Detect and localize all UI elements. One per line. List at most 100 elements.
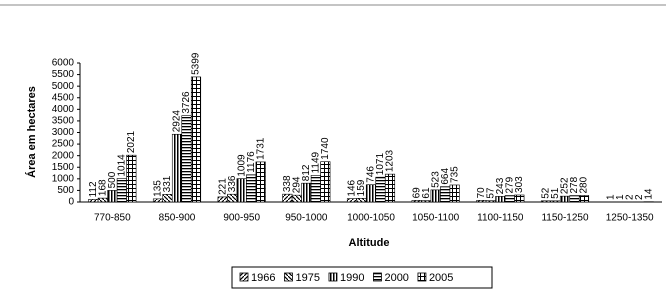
bar	[365, 184, 377, 203]
y-tick-label: 4000	[52, 104, 75, 115]
value-label: 61	[421, 187, 432, 199]
value-label: 735	[449, 166, 460, 183]
value-label: 69	[411, 187, 422, 199]
y-tick-label: 6000	[52, 58, 75, 69]
bar	[514, 194, 525, 203]
legend-label: 2005	[429, 272, 453, 284]
value-label: 112	[88, 181, 99, 197]
value-label: 1176	[246, 151, 257, 173]
y-tick-label: 5500	[52, 69, 75, 80]
value-label: 1149	[310, 151, 321, 173]
value-label: 221	[217, 178, 228, 195]
value-label: 1740	[320, 137, 331, 160]
bar	[171, 133, 183, 203]
x-tick-label: 1150-1250	[541, 213, 589, 224]
x-tick-label: 850-900	[159, 213, 196, 224]
value-label: 243	[495, 177, 506, 194]
bar	[217, 196, 228, 203]
bar	[227, 193, 238, 203]
x-tick-label: 770-850	[94, 213, 131, 224]
bar	[356, 198, 367, 203]
legend-box	[231, 266, 493, 289]
value-label: 159	[356, 179, 367, 196]
legend-swatch	[373, 272, 382, 282]
value-label: 1071	[375, 153, 386, 176]
bar	[181, 115, 192, 203]
bar	[421, 200, 432, 203]
value-label: 57	[485, 187, 496, 199]
legend-swatch	[328, 272, 338, 282]
bar	[375, 176, 386, 203]
x-axis-label: Altitude	[349, 237, 390, 249]
value-label: 135	[153, 180, 164, 197]
bar	[578, 195, 590, 203]
value-label: 664	[440, 167, 451, 184]
value-label: 1	[605, 194, 616, 200]
value-label: 1014	[116, 154, 127, 177]
bar	[485, 200, 496, 203]
y-tick-label: 1500	[52, 162, 75, 173]
y-tick-label: 3500	[52, 116, 75, 127]
value-label: 812	[301, 164, 312, 181]
x-tick-label: 900-950	[223, 213, 260, 224]
bar	[255, 161, 266, 203]
value-label: 2021	[126, 130, 137, 153]
value-label: 70	[476, 187, 487, 199]
value-label: 278	[569, 176, 580, 193]
legend-label: 1975	[295, 272, 319, 284]
value-label: 1203	[385, 149, 396, 172]
value-label: 1	[615, 194, 626, 200]
value-label: 523	[430, 171, 441, 188]
legend-swatch	[417, 272, 427, 282]
bar	[495, 196, 506, 203]
bar	[116, 178, 127, 203]
value-label: 1009	[236, 154, 247, 177]
bar	[384, 173, 396, 203]
bar	[559, 195, 571, 203]
legend-label: 1966	[251, 272, 275, 284]
y-axis-label: Área em hectares	[25, 86, 38, 178]
x-tick-label: 1050-1100	[412, 213, 460, 224]
x-tick-label: 1250-1350	[606, 213, 654, 224]
bar	[301, 182, 312, 203]
value-label: 168	[97, 179, 108, 196]
value-label: 336	[227, 175, 238, 192]
value-label: 279	[504, 176, 515, 193]
x-tick-label: 1100-1150	[477, 213, 524, 224]
y-tick-label: 2000	[52, 150, 75, 161]
legend-label: 2000	[384, 272, 408, 284]
bar	[346, 198, 358, 203]
y-tick-label: 1000	[52, 173, 75, 184]
bar	[291, 194, 302, 203]
bar	[449, 184, 460, 203]
x-tick-label: 950-1000	[285, 213, 328, 224]
value-label: 500	[107, 171, 118, 188]
bar	[190, 76, 202, 203]
x-tick-label: 1000-1050	[347, 213, 395, 224]
legend-swatch	[239, 272, 249, 282]
value-label: 14	[643, 188, 654, 200]
y-tick-label: 3000	[52, 127, 75, 138]
y-tick-label: 0	[68, 197, 74, 208]
value-label: 146	[347, 179, 358, 196]
value-label: 1731	[255, 137, 266, 160]
legend-swatch	[284, 272, 293, 282]
legend-label: 1990	[340, 272, 364, 284]
value-label: 2	[634, 194, 645, 200]
bar	[476, 200, 487, 203]
bar	[97, 197, 108, 203]
value-label: 5399	[191, 52, 202, 75]
bar	[430, 189, 441, 203]
value-label: 280	[579, 176, 590, 193]
value-label: 331	[162, 175, 173, 192]
value-label: 252	[560, 177, 571, 194]
bar	[88, 199, 99, 203]
y-tick-label: 4500	[52, 92, 75, 103]
value-label: 2924	[172, 110, 183, 133]
bar	[411, 200, 422, 203]
bar	[126, 154, 137, 203]
value-label: 51	[550, 187, 561, 199]
bar	[310, 175, 321, 203]
y-tick-label: 5000	[52, 81, 75, 92]
